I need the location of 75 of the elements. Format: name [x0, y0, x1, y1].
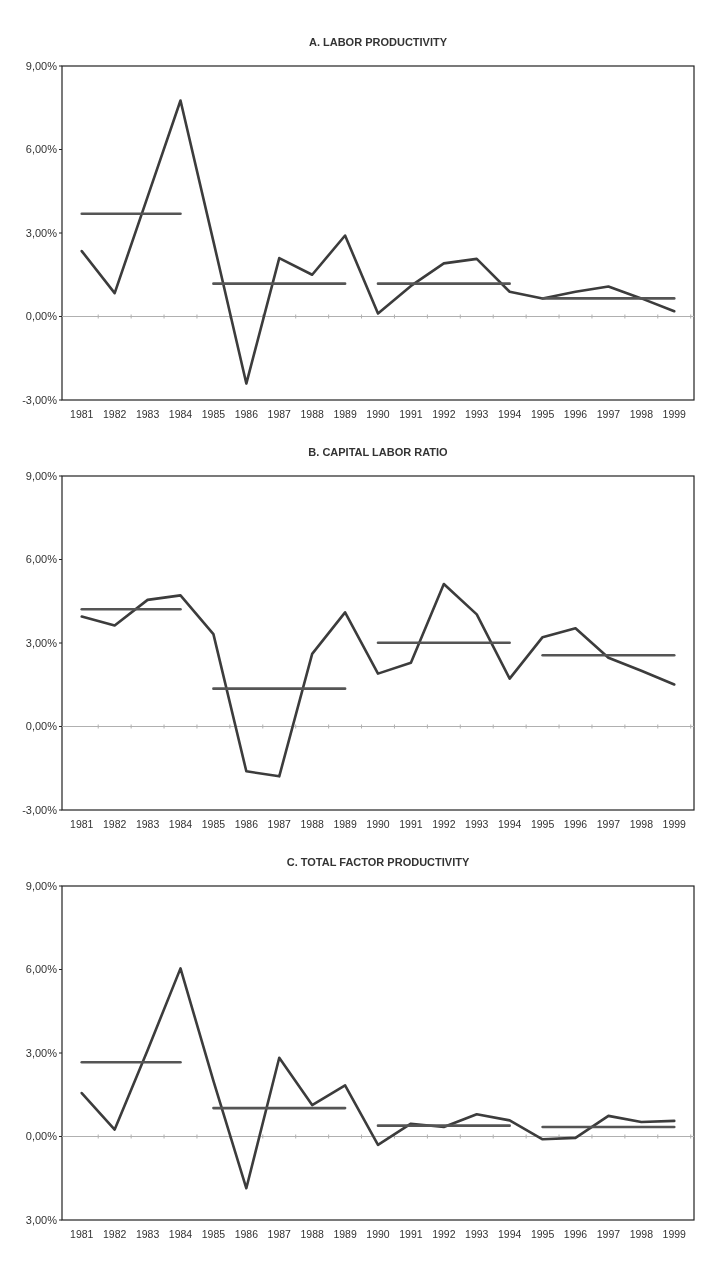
x-tick-label: 1989: [333, 408, 357, 420]
x-tick-label: 1983: [135, 818, 160, 830]
x-tick-label: 1995: [530, 818, 555, 830]
y-tick-label: 3,00%: [25, 226, 58, 239]
y-tick-label: 0,00%: [25, 720, 58, 733]
x-tick-label: 1985: [201, 1228, 226, 1240]
x-tick-label: 1991: [399, 408, 423, 420]
y-tick-label: 6,00%: [25, 143, 58, 156]
x-tick-label: 1983: [135, 1228, 160, 1240]
x-tick-label: 1987: [267, 818, 292, 830]
y-tick-label: 0,00%: [25, 310, 58, 323]
y-tick-label: 9,00%: [25, 469, 58, 482]
x-tick-label: 1991: [399, 818, 423, 830]
x-tick-label: 1988: [300, 818, 325, 830]
x-tick-label: 1994: [497, 408, 522, 420]
x-tick-label: 1987: [267, 1228, 292, 1240]
x-tick-label: 1999: [662, 408, 687, 420]
x-tick-label: 1997: [596, 818, 621, 830]
chart-title: C. TOTAL FACTOR PRODUCTIVITY: [286, 856, 470, 868]
y-tick-label: 6,00%: [25, 553, 58, 566]
x-tick-label: 1996: [563, 1228, 588, 1240]
x-tick-label: 1993: [465, 1228, 489, 1240]
x-tick-label: 1996: [563, 408, 588, 420]
x-tick-label: 1988: [300, 408, 325, 420]
x-tick-label: 1982: [102, 818, 127, 830]
x-tick-label: 1987: [267, 408, 292, 420]
x-tick-label: 1984: [168, 408, 193, 420]
x-tick-label: 1981: [70, 408, 94, 420]
x-tick-label: 1997: [596, 408, 621, 420]
x-tick-label: 1982: [102, 408, 127, 420]
x-tick-label: 1998: [629, 408, 654, 420]
x-tick-label: 1989: [333, 1228, 357, 1240]
x-tick-label: 1985: [201, 818, 226, 830]
x-tick-label: 1993: [465, 408, 489, 420]
x-tick-label: 1982: [102, 1228, 127, 1240]
x-tick-label: 1998: [629, 1228, 654, 1240]
y-tick-label: -3,00%: [22, 803, 58, 816]
chart-title: A. LABOR PRODUCTIVITY: [308, 36, 448, 48]
x-tick-label: 1983: [135, 408, 160, 420]
x-tick-label: 1995: [530, 408, 555, 420]
x-tick-label: 1990: [366, 1228, 390, 1240]
y-tick-label: 3,00%: [25, 636, 58, 649]
x-tick-label: 1989: [333, 818, 357, 830]
x-tick-label: 1984: [168, 818, 193, 830]
x-tick-label: 1998: [629, 818, 654, 830]
x-tick-label: 1991: [399, 1228, 423, 1240]
x-tick-label: 1994: [497, 818, 522, 830]
x-tick-label: 1997: [596, 1228, 621, 1240]
x-tick-label: 1992: [432, 408, 456, 420]
y-tick-label: 3,00%: [25, 1213, 58, 1226]
x-tick-label: 1986: [234, 818, 259, 830]
x-tick-label: 1985: [201, 408, 226, 420]
x-tick-label: 1981: [70, 818, 94, 830]
x-tick-label: 1994: [497, 1228, 522, 1240]
y-tick-label: 6,00%: [25, 963, 58, 976]
x-tick-label: 1993: [465, 818, 489, 830]
x-tick-label: 1990: [366, 818, 390, 830]
x-tick-label: 1988: [300, 1228, 325, 1240]
y-tick-label: -3,00%: [22, 393, 58, 406]
x-tick-label: 1990: [366, 408, 390, 420]
x-tick-label: 1986: [234, 1228, 259, 1240]
y-tick-label: 9,00%: [25, 879, 58, 892]
chart-title: B. CAPITAL LABOR RATIO: [308, 446, 449, 458]
x-tick-label: 1986: [234, 408, 259, 420]
x-tick-label: 1984: [168, 1228, 193, 1240]
y-tick-label: 9,00%: [25, 59, 58, 72]
x-tick-label: 1995: [530, 1228, 555, 1240]
y-tick-label: 3,00%: [25, 1046, 58, 1059]
x-tick-label: 1999: [662, 1228, 687, 1240]
x-tick-label: 1992: [432, 818, 456, 830]
x-tick-label: 1999: [662, 818, 687, 830]
x-tick-label: 1981: [70, 1228, 94, 1240]
x-tick-label: 1992: [432, 1228, 456, 1240]
y-tick-label: 0,00%: [25, 1130, 58, 1143]
x-tick-label: 1996: [563, 818, 588, 830]
